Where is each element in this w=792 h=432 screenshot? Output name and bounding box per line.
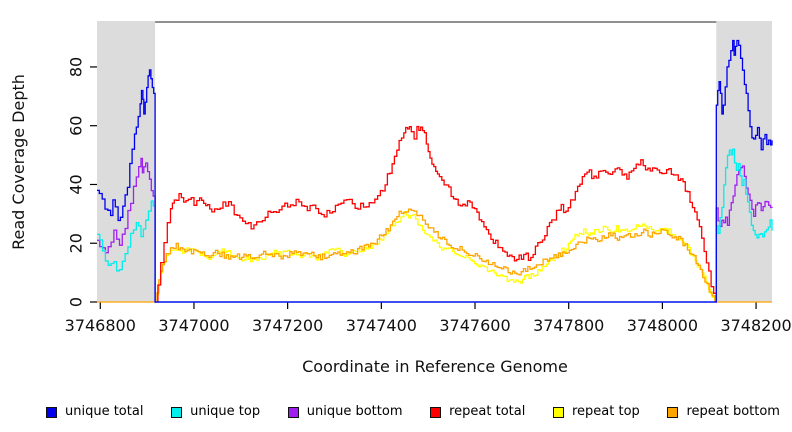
legend-label: repeat total (449, 404, 526, 419)
series-line-repeat-top (155, 210, 716, 303)
legend-label: repeat top (572, 404, 640, 419)
unique-top-swatch-icon (171, 406, 183, 418)
series-line-unique-top (97, 148, 773, 303)
repeat-total-swatch-icon (430, 406, 442, 418)
repeat-top-swatch-icon (553, 406, 564, 418)
y-tick-label: 20 (67, 233, 86, 253)
legend-item-repeat-total: repeat total (430, 401, 525, 423)
legend-label: unique bottom (306, 404, 403, 419)
x-tick-label: 3747600 (439, 316, 510, 335)
unique-total-swatch-icon (46, 406, 57, 418)
legend-label: unique top (190, 404, 261, 419)
x-tick-label: 3748200 (720, 316, 791, 335)
series-line-repeat-total (155, 125, 717, 303)
y-tick-label: 80 (67, 57, 86, 77)
legend-item-unique-top: unique top (171, 401, 260, 423)
x-tick-label: 3747000 (158, 316, 229, 335)
legend-item-unique-bottom: unique bottom (287, 401, 403, 423)
series-line-unique-bottom (97, 157, 773, 303)
y-tick-label: 40 (67, 174, 86, 194)
repeat-bottom-swatch-icon (667, 406, 679, 418)
legend-item-unique-total: unique total (46, 401, 143, 423)
shaded-region (716, 21, 772, 302)
y-axis-title: Read Coverage Depth (9, 74, 28, 250)
y-tick-label: 0 (67, 297, 86, 307)
legend-label: unique total (65, 404, 144, 419)
legend-item-repeat-bottom: repeat bottom (667, 401, 780, 423)
x-tick-label: 3746800 (65, 316, 136, 335)
unique-bottom-swatch-icon (287, 406, 299, 418)
y-tick-label: 60 (67, 116, 86, 136)
series-line-repeat-bottom (97, 208, 772, 303)
legend-label: repeat bottom (686, 404, 780, 419)
series-line-unique-total (97, 39, 773, 303)
legend: unique total unique top unique bottom re… (46, 401, 780, 423)
x-tick-label: 3747800 (533, 316, 604, 335)
legend-item-repeat-top: repeat top (553, 401, 640, 423)
x-tick-label: 3747400 (346, 316, 417, 335)
x-axis-title: Coordinate in Reference Genome (302, 357, 568, 376)
shaded-region (97, 21, 156, 302)
x-tick-label: 3748000 (627, 316, 698, 335)
x-tick-label: 3747200 (252, 316, 323, 335)
